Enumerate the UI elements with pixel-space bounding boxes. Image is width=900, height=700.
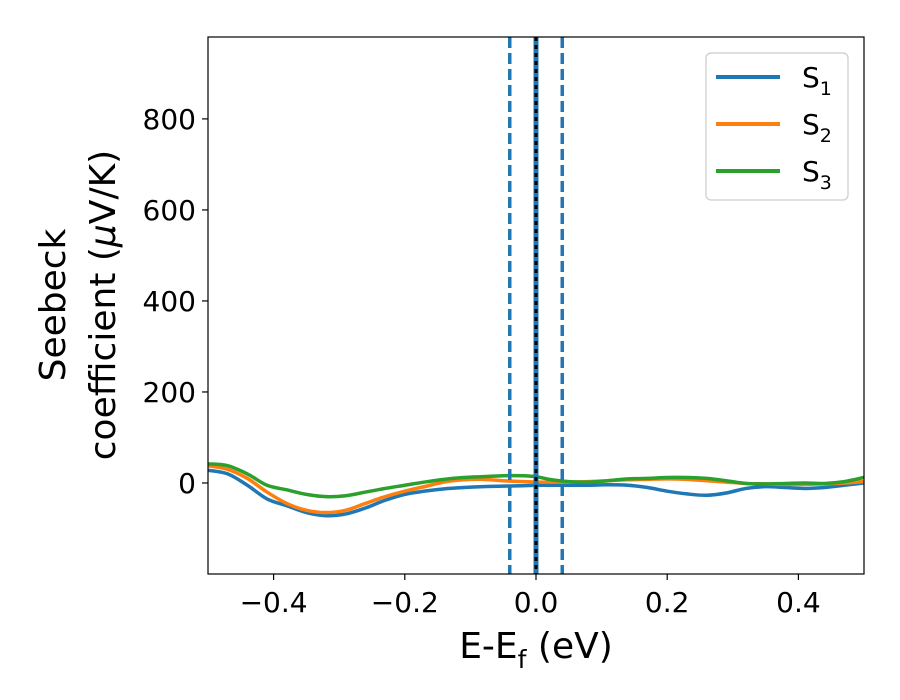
y-tick-label: 200 — [143, 376, 196, 409]
legend: S1 S2 S3 — [705, 52, 849, 201]
x-tick-label: 0.2 — [645, 586, 690, 619]
legend-entry-s2: S2 — [802, 108, 832, 147]
legend-entry-s3: S3 — [802, 155, 832, 194]
ticks-layer: −0.4 −0.2 0.0 0.2 0.4 0 200 400 600 800 — [143, 103, 821, 619]
x-tick-label: −0.2 — [371, 586, 439, 619]
plot-data-layer — [208, 37, 864, 574]
x-tick-label: 0.0 — [514, 586, 559, 619]
legend-entry-s1: S1 — [802, 61, 832, 100]
y-tick-label: 800 — [143, 103, 196, 136]
y-axis-label-line2: coefficient (μV/K) — [83, 150, 124, 460]
y-tick-label: 0 — [178, 467, 196, 500]
x-tick-label: 0.4 — [776, 586, 821, 619]
y-tick-label: 600 — [143, 194, 196, 227]
y-tick-label: 400 — [143, 285, 196, 318]
y-axis-label-line1: Seebeck — [33, 228, 74, 381]
x-axis-label: E-Ef (eV) — [459, 626, 613, 674]
x-tick-label: −0.4 — [240, 586, 308, 619]
legend-box — [705, 52, 849, 201]
